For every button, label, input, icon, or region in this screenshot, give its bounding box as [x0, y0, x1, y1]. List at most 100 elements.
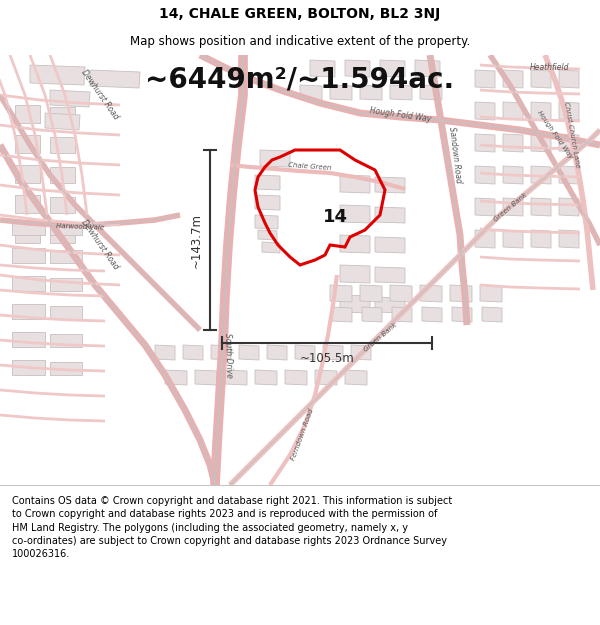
Polygon shape: [255, 175, 280, 190]
Polygon shape: [50, 334, 82, 347]
Polygon shape: [258, 230, 277, 240]
Polygon shape: [475, 134, 495, 152]
Polygon shape: [345, 370, 367, 385]
Polygon shape: [503, 102, 523, 120]
Polygon shape: [360, 285, 382, 302]
Polygon shape: [375, 237, 405, 253]
Polygon shape: [340, 295, 370, 313]
Polygon shape: [12, 276, 45, 291]
Polygon shape: [531, 198, 551, 216]
Text: Dewhurst Road: Dewhurst Road: [80, 219, 121, 271]
Polygon shape: [559, 134, 579, 152]
Polygon shape: [503, 134, 523, 152]
Polygon shape: [330, 285, 352, 302]
Polygon shape: [503, 198, 523, 216]
Polygon shape: [503, 70, 523, 88]
Polygon shape: [531, 166, 551, 184]
Polygon shape: [45, 113, 80, 130]
Polygon shape: [475, 198, 495, 216]
Polygon shape: [340, 205, 370, 223]
Polygon shape: [262, 242, 280, 253]
Polygon shape: [295, 345, 315, 360]
Polygon shape: [225, 370, 247, 385]
Text: Map shows position and indicative extent of the property.: Map shows position and indicative extent…: [130, 35, 470, 48]
Text: ~6449m²/~1.594ac.: ~6449m²/~1.594ac.: [145, 66, 455, 94]
Text: Christ Church Lane: Christ Church Lane: [563, 101, 581, 169]
Polygon shape: [15, 135, 40, 153]
Polygon shape: [15, 105, 40, 123]
Polygon shape: [475, 102, 495, 120]
Polygon shape: [531, 70, 551, 88]
Polygon shape: [475, 230, 495, 248]
Polygon shape: [255, 195, 280, 210]
Polygon shape: [559, 102, 579, 120]
Polygon shape: [531, 134, 551, 152]
Polygon shape: [503, 166, 523, 184]
Polygon shape: [12, 220, 45, 235]
Text: Harwood Vale: Harwood Vale: [56, 223, 104, 231]
Polygon shape: [155, 345, 175, 360]
Text: Hough Fold Way: Hough Fold Way: [368, 106, 431, 124]
Polygon shape: [330, 85, 352, 100]
Polygon shape: [15, 225, 40, 243]
Polygon shape: [559, 198, 579, 216]
Polygon shape: [362, 307, 382, 322]
Polygon shape: [315, 370, 337, 385]
Text: Heathfield: Heathfield: [530, 62, 570, 71]
Polygon shape: [50, 222, 82, 235]
Polygon shape: [90, 70, 140, 88]
Polygon shape: [531, 230, 551, 248]
Polygon shape: [390, 85, 412, 100]
Polygon shape: [50, 227, 75, 243]
Polygon shape: [340, 265, 370, 283]
Polygon shape: [480, 285, 502, 302]
Polygon shape: [450, 285, 472, 302]
Polygon shape: [452, 307, 472, 322]
Text: Green Bank: Green Bank: [493, 191, 527, 222]
Text: South Drive: South Drive: [223, 332, 233, 378]
Polygon shape: [50, 278, 82, 291]
Text: Hough Fold Way: Hough Fold Way: [536, 110, 574, 160]
Polygon shape: [323, 345, 343, 360]
Polygon shape: [559, 70, 579, 88]
Polygon shape: [345, 60, 370, 77]
Polygon shape: [531, 102, 551, 120]
Text: 14, CHALE GREEN, BOLTON, BL2 3NJ: 14, CHALE GREEN, BOLTON, BL2 3NJ: [160, 7, 440, 21]
Polygon shape: [50, 362, 82, 375]
Polygon shape: [50, 167, 75, 183]
Polygon shape: [375, 267, 405, 283]
Polygon shape: [195, 370, 217, 385]
Text: Sandown Road: Sandown Road: [447, 126, 463, 184]
Polygon shape: [50, 107, 75, 123]
Text: Ferndown Road: Ferndown Road: [290, 408, 314, 462]
Polygon shape: [239, 345, 259, 360]
Polygon shape: [420, 85, 442, 100]
Polygon shape: [50, 306, 82, 319]
Polygon shape: [559, 166, 579, 184]
Text: Green Bank: Green Bank: [362, 321, 398, 352]
Polygon shape: [255, 370, 277, 385]
Polygon shape: [267, 345, 287, 360]
Polygon shape: [340, 235, 370, 253]
Polygon shape: [475, 166, 495, 184]
Text: Contains OS data © Crown copyright and database right 2021. This information is : Contains OS data © Crown copyright and d…: [12, 496, 452, 559]
Polygon shape: [183, 345, 203, 360]
Polygon shape: [375, 177, 405, 193]
Polygon shape: [15, 195, 40, 213]
Polygon shape: [285, 370, 307, 385]
Text: 14: 14: [323, 208, 347, 226]
Polygon shape: [559, 230, 579, 248]
Polygon shape: [310, 60, 335, 77]
Polygon shape: [30, 65, 85, 85]
Polygon shape: [340, 175, 370, 193]
Polygon shape: [12, 360, 45, 375]
Polygon shape: [482, 307, 502, 322]
Polygon shape: [211, 345, 231, 360]
Polygon shape: [12, 332, 45, 347]
Polygon shape: [260, 150, 290, 167]
Polygon shape: [50, 137, 75, 153]
Polygon shape: [380, 60, 405, 77]
Text: Chale Green: Chale Green: [288, 162, 332, 171]
Polygon shape: [50, 90, 90, 107]
Polygon shape: [50, 250, 82, 263]
